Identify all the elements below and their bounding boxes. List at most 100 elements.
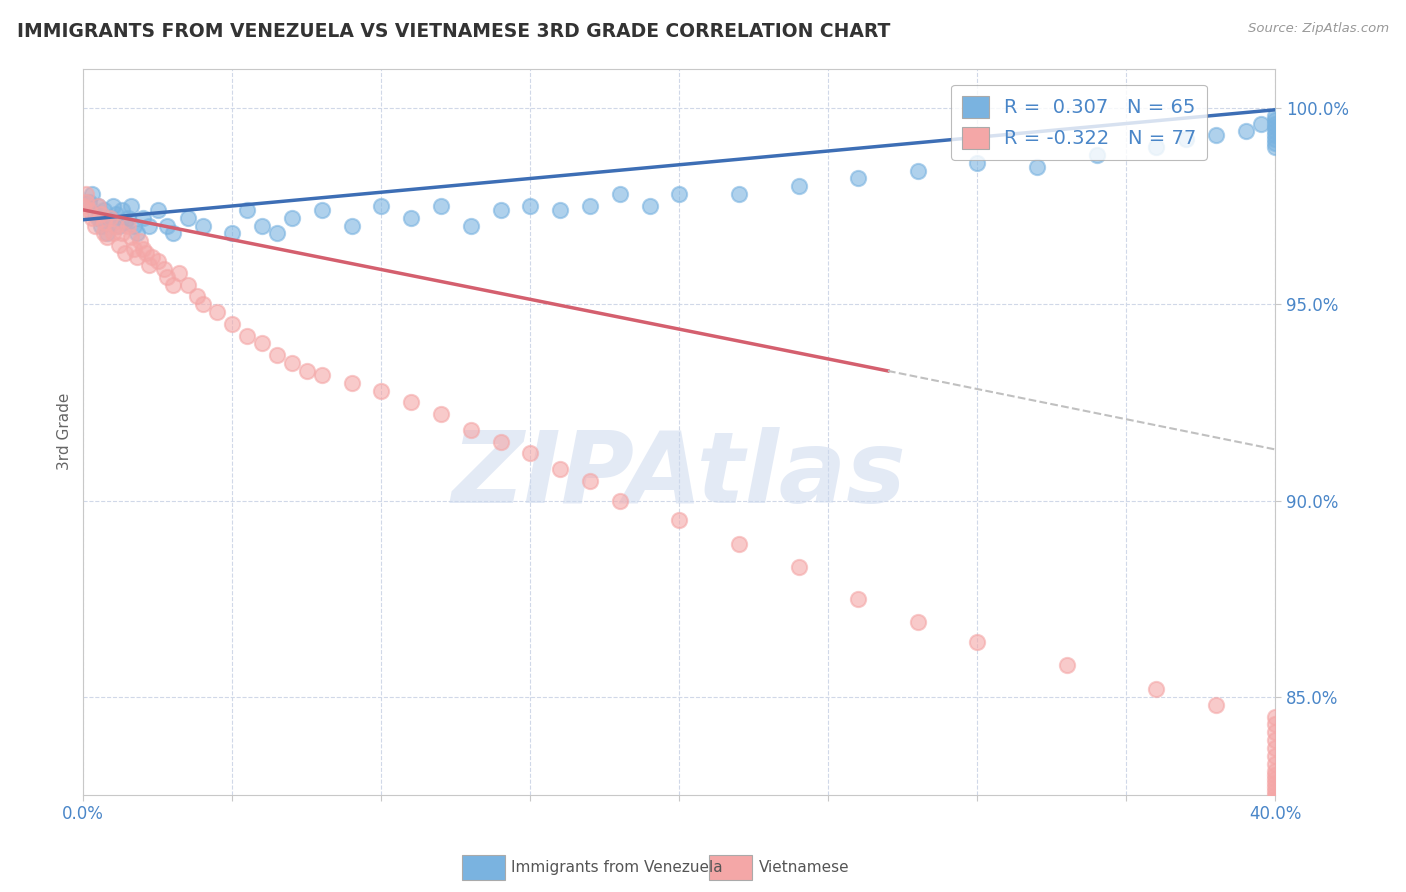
Point	[138, 219, 160, 233]
Point	[120, 199, 142, 213]
Point	[668, 187, 690, 202]
Point	[1144, 140, 1167, 154]
Point	[1264, 124, 1286, 138]
Point	[146, 202, 169, 217]
Point	[1056, 658, 1078, 673]
Point	[966, 155, 988, 169]
Point	[75, 195, 97, 210]
Point	[1264, 768, 1286, 782]
Point	[340, 376, 363, 390]
Point	[114, 215, 136, 229]
Point	[370, 199, 392, 213]
Point	[1264, 132, 1286, 146]
Point	[787, 560, 810, 574]
Point	[207, 305, 229, 319]
Point	[399, 211, 422, 225]
Point	[75, 187, 97, 202]
Point	[132, 242, 155, 256]
Point	[1205, 128, 1227, 143]
Point	[117, 219, 139, 233]
Point	[295, 364, 318, 378]
Point	[72, 199, 94, 213]
FancyBboxPatch shape	[709, 855, 752, 880]
Point	[77, 195, 100, 210]
Point	[1264, 725, 1286, 739]
Point	[250, 219, 273, 233]
Point	[90, 207, 112, 221]
Text: Vietnamese: Vietnamese	[759, 860, 849, 875]
Point	[176, 211, 198, 225]
Point	[111, 227, 134, 241]
Point	[281, 211, 304, 225]
Legend: R =  0.307   N = 65, R = -0.322   N = 77: R = 0.307 N = 65, R = -0.322 N = 77	[952, 85, 1206, 160]
Point	[141, 250, 163, 264]
Point	[108, 219, 131, 233]
Point	[98, 211, 121, 225]
Point	[460, 423, 482, 437]
Point	[846, 171, 869, 186]
Text: Immigrants from Venezuela: Immigrants from Venezuela	[512, 860, 723, 875]
Point	[1264, 796, 1286, 810]
Point	[1264, 116, 1286, 130]
Point	[1264, 784, 1286, 798]
Text: ZIPAtlas: ZIPAtlas	[451, 427, 907, 524]
Point	[1264, 709, 1286, 723]
Point	[668, 513, 690, 527]
Point	[162, 227, 184, 241]
Point	[101, 199, 124, 213]
Point	[1264, 772, 1286, 787]
Point	[84, 207, 107, 221]
Point	[548, 202, 571, 217]
Point	[105, 219, 128, 233]
Point	[519, 446, 541, 460]
Point	[728, 537, 751, 551]
Point	[1234, 124, 1257, 138]
Point	[1264, 109, 1286, 123]
Point	[108, 238, 131, 252]
Point	[90, 219, 112, 233]
Point	[1250, 116, 1272, 130]
Point	[1175, 132, 1198, 146]
Point	[1264, 740, 1286, 755]
Point	[87, 211, 110, 225]
Point	[186, 289, 208, 303]
Point	[281, 356, 304, 370]
Y-axis label: 3rd Grade: 3rd Grade	[58, 393, 72, 470]
Point	[311, 368, 333, 382]
FancyBboxPatch shape	[461, 855, 505, 880]
Point	[1264, 120, 1286, 135]
Point	[311, 202, 333, 217]
Point	[579, 474, 602, 488]
Point	[111, 202, 134, 217]
Point	[93, 227, 115, 241]
Point	[266, 348, 288, 362]
Point	[122, 242, 145, 256]
Point	[1085, 148, 1108, 162]
Point	[156, 219, 179, 233]
Point	[82, 211, 104, 225]
Point	[548, 462, 571, 476]
Point	[236, 328, 259, 343]
Point	[96, 227, 118, 241]
Point	[489, 202, 512, 217]
Point	[152, 261, 174, 276]
Point	[1026, 160, 1049, 174]
Point	[250, 336, 273, 351]
Point	[156, 269, 179, 284]
Point	[728, 187, 751, 202]
Point	[966, 635, 988, 649]
Point	[1264, 128, 1286, 143]
Point	[1264, 748, 1286, 763]
Point	[82, 187, 104, 202]
Point	[138, 258, 160, 272]
Point	[1264, 764, 1286, 779]
Point	[1264, 140, 1286, 154]
Point	[266, 227, 288, 241]
Point	[460, 219, 482, 233]
Point	[1264, 112, 1286, 127]
Point	[146, 254, 169, 268]
Point	[489, 434, 512, 449]
Point	[221, 227, 243, 241]
Point	[430, 407, 453, 421]
Point	[340, 219, 363, 233]
